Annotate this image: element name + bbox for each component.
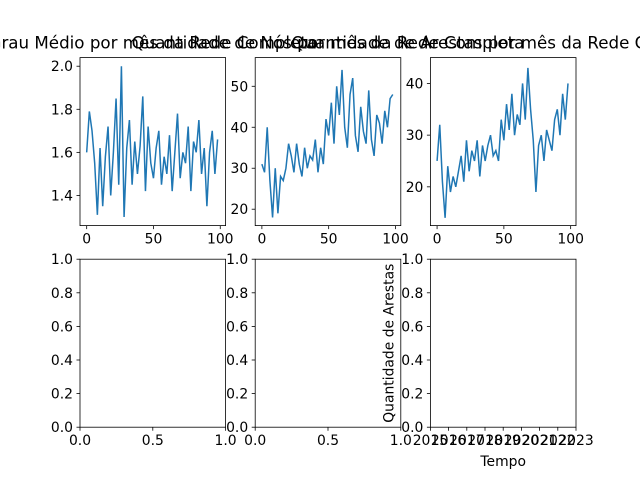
y-tick-label: 1.8	[51, 102, 73, 118]
y-tick-label: 0.8	[401, 286, 423, 302]
y-tick-label: 40	[406, 76, 424, 92]
y-tick-label: 1.4	[51, 188, 73, 204]
x-tick-label: 2019	[486, 433, 521, 449]
x-tick-label: 100	[557, 232, 584, 248]
x-tick-label: 2018	[467, 433, 502, 449]
y-tick-label: 30	[231, 161, 249, 177]
y-axis-label: Quantidade de Arestas	[381, 264, 397, 423]
y-tick-label: 0.0	[401, 420, 423, 436]
axes-frame	[429, 57, 577, 226]
y-tick-label: 0.6	[226, 319, 248, 335]
y-tick-label: 1.0	[401, 252, 423, 268]
x-tick-label: 0.0	[244, 433, 266, 449]
y-tick-label: 50	[231, 79, 249, 95]
x-tick-label: 2017	[449, 433, 484, 449]
x-tick-label: 50	[495, 232, 513, 248]
axes-frame	[79, 258, 227, 428]
y-tick-label: 1.0	[226, 252, 248, 268]
x-tick-label: 2021	[522, 433, 557, 449]
y-tick-label: 20	[406, 180, 424, 196]
x-tick-label: 2016	[431, 433, 466, 449]
x-tick-label: 0	[433, 232, 442, 248]
x-tick-label: 100	[382, 232, 409, 248]
x-tick-label: 50	[145, 232, 163, 248]
y-tick-label: 2.0	[51, 59, 73, 75]
x-tick-label: 0.5	[317, 433, 339, 449]
y-tick-label: 0.0	[226, 420, 248, 436]
x-axis-label: Tempo	[479, 454, 526, 470]
axes-frame	[429, 258, 577, 428]
y-tick-label: 20	[231, 202, 249, 218]
line-series	[436, 67, 569, 218]
x-tick-label: 0	[82, 232, 91, 248]
x-tick-label: 0	[257, 232, 266, 248]
y-tick-label: 0.6	[401, 319, 423, 335]
x-tick-label: 2022	[540, 433, 575, 449]
y-tick-label: 0.4	[401, 353, 423, 369]
x-tick-label: 0.0	[69, 433, 91, 449]
axes-frame	[254, 57, 402, 226]
y-tick-label: 0.2	[226, 387, 248, 403]
y-tick-label: 0.6	[51, 319, 73, 335]
x-tick-label: 2020	[504, 433, 539, 449]
axes-frame	[79, 57, 227, 226]
x-tick-label: 50	[320, 232, 338, 248]
axes-frame	[254, 258, 402, 428]
y-tick-label: 1.0	[51, 252, 73, 268]
x-tick-label: 100	[207, 232, 234, 248]
y-tick-label: 30	[406, 128, 424, 144]
chart-title: Quantidade de Arestas por mês da Rede Co…	[291, 33, 640, 53]
x-tick-label: 1.0	[390, 433, 412, 449]
y-tick-label: 0.4	[51, 353, 73, 369]
y-tick-label: 1.6	[51, 145, 73, 161]
y-tick-label: 0.0	[51, 420, 73, 436]
y-tick-label: 0.8	[51, 286, 73, 302]
y-tick-label: 0.2	[401, 387, 423, 403]
y-tick-label: 40	[231, 120, 249, 136]
x-tick-label: 0.5	[142, 433, 164, 449]
x-tick-label: 2015	[413, 433, 448, 449]
x-tick-label: 1.0	[215, 433, 237, 449]
y-tick-label: 0.4	[226, 353, 248, 369]
y-tick-label: 0.2	[51, 387, 73, 403]
chart-title: Quantidade de Nós por mês da Rede Comple…	[132, 33, 525, 53]
line-series	[261, 69, 394, 218]
x-tick-label: 2023	[558, 433, 593, 449]
y-tick-label: 0.8	[226, 286, 248, 302]
line-series	[85, 66, 219, 218]
chart-title: Grau Médio por mês da Rede Completa	[0, 33, 317, 53]
